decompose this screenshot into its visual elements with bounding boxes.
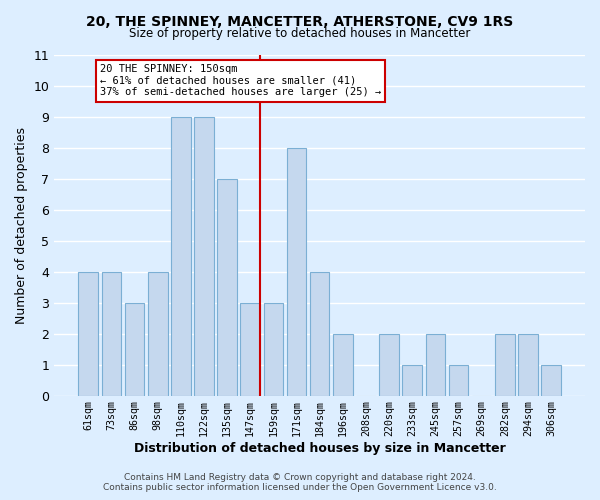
Bar: [194, 117, 214, 396]
Bar: [425, 334, 445, 396]
Bar: [449, 364, 469, 396]
Bar: [379, 334, 399, 396]
Text: Size of property relative to detached houses in Mancetter: Size of property relative to detached ho…: [130, 28, 470, 40]
Bar: [217, 179, 237, 396]
Bar: [310, 272, 329, 396]
Bar: [333, 334, 353, 396]
Text: 20 THE SPINNEY: 150sqm
← 61% of detached houses are smaller (41)
37% of semi-det: 20 THE SPINNEY: 150sqm ← 61% of detached…: [100, 64, 381, 98]
Y-axis label: Number of detached properties: Number of detached properties: [15, 127, 28, 324]
Bar: [287, 148, 307, 396]
Text: Contains HM Land Registry data © Crown copyright and database right 2024.
Contai: Contains HM Land Registry data © Crown c…: [103, 473, 497, 492]
Bar: [125, 302, 145, 396]
Text: 20, THE SPINNEY, MANCETTER, ATHERSTONE, CV9 1RS: 20, THE SPINNEY, MANCETTER, ATHERSTONE, …: [86, 15, 514, 29]
Bar: [495, 334, 515, 396]
Bar: [541, 364, 561, 396]
Bar: [148, 272, 167, 396]
Bar: [518, 334, 538, 396]
Bar: [79, 272, 98, 396]
X-axis label: Distribution of detached houses by size in Mancetter: Distribution of detached houses by size …: [134, 442, 506, 455]
Bar: [171, 117, 191, 396]
Bar: [101, 272, 121, 396]
Bar: [263, 302, 283, 396]
Bar: [403, 364, 422, 396]
Bar: [241, 302, 260, 396]
